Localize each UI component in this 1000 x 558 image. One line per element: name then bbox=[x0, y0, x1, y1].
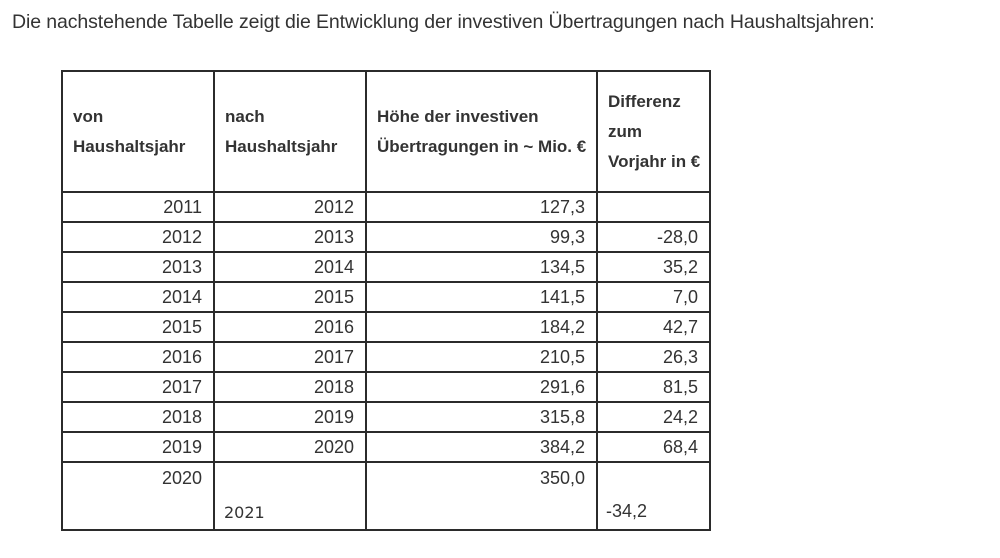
cell-to-year: 2016 bbox=[213, 311, 367, 343]
cell-amount: 210,5 bbox=[365, 341, 598, 373]
table-row: 2015 2016 184,2 42,7 bbox=[61, 311, 711, 343]
cell-difference bbox=[596, 191, 711, 223]
cell-from-year: 2019 bbox=[61, 431, 215, 463]
cell-amount: 384,2 bbox=[365, 431, 598, 463]
cell-from-year: 2015 bbox=[61, 311, 215, 343]
cell-to-year: 2013 bbox=[213, 221, 367, 253]
cell-from-year: 2020 bbox=[61, 461, 215, 531]
cell-to-year: 2021 bbox=[213, 461, 367, 531]
cell-amount: 315,8 bbox=[365, 401, 598, 433]
table-row: 2013 2014 134,5 35,2 bbox=[61, 251, 711, 283]
intro-text: Die nachstehende Tabelle zeigt die Entwi… bbox=[12, 11, 875, 33]
cell-amount: 350,0 bbox=[365, 461, 598, 531]
table-row: 2011 2012 127,3 bbox=[61, 191, 711, 223]
cell-from-year: 2013 bbox=[61, 251, 215, 283]
cell-amount: 184,2 bbox=[365, 311, 598, 343]
cell-difference: -34,2 bbox=[596, 461, 711, 531]
cell-amount: 141,5 bbox=[365, 281, 598, 313]
cell-difference: -28,0 bbox=[596, 221, 711, 253]
cell-amount: 99,3 bbox=[365, 221, 598, 253]
cell-to-year: 2019 bbox=[213, 401, 367, 433]
table-row: 2020 2021 350,0 -34,2 bbox=[61, 461, 711, 531]
table-row: 2018 2019 315,8 24,2 bbox=[61, 401, 711, 433]
header-amount: Höhe der investiven Übertragungen in ~ M… bbox=[365, 70, 598, 193]
cell-difference: 35,2 bbox=[596, 251, 711, 283]
table-header-row: von Haushaltsjahr nach Haushaltsjahr Höh… bbox=[61, 70, 711, 193]
cell-to-year: 2020 bbox=[213, 431, 367, 463]
cell-to-year: 2012 bbox=[213, 191, 367, 223]
cell-difference: 24,2 bbox=[596, 401, 711, 433]
table-row: 2019 2020 384,2 68,4 bbox=[61, 431, 711, 463]
cell-amount: 291,6 bbox=[365, 371, 598, 403]
cell-from-year: 2018 bbox=[61, 401, 215, 433]
table-row: 2016 2017 210,5 26,3 bbox=[61, 341, 711, 373]
cell-to-year: 2017 bbox=[213, 341, 367, 373]
header-to-year: nach Haushaltsjahr bbox=[213, 70, 367, 193]
cell-from-year: 2014 bbox=[61, 281, 215, 313]
header-from-year: von Haushaltsjahr bbox=[61, 70, 215, 193]
cell-to-year: 2018 bbox=[213, 371, 367, 403]
cell-amount: 127,3 bbox=[365, 191, 598, 223]
table-row: 2017 2018 291,6 81,5 bbox=[61, 371, 711, 403]
cell-difference: 7,0 bbox=[596, 281, 711, 313]
cell-difference: 42,7 bbox=[596, 311, 711, 343]
table-row: 2012 2013 99,3 -28,0 bbox=[61, 221, 711, 253]
cell-difference: 81,5 bbox=[596, 371, 711, 403]
cell-to-year: 2014 bbox=[213, 251, 367, 283]
transfers-table: von Haushaltsjahr nach Haushaltsjahr Höh… bbox=[61, 70, 711, 531]
cell-from-year: 2011 bbox=[61, 191, 215, 223]
cell-difference: 68,4 bbox=[596, 431, 711, 463]
cell-amount: 134,5 bbox=[365, 251, 598, 283]
cell-from-year: 2017 bbox=[61, 371, 215, 403]
cell-difference: 26,3 bbox=[596, 341, 711, 373]
header-difference: Differenz zum Vorjahr in € bbox=[596, 70, 711, 193]
cell-from-year: 2012 bbox=[61, 221, 215, 253]
cell-to-year: 2015 bbox=[213, 281, 367, 313]
cell-from-year: 2016 bbox=[61, 341, 215, 373]
table-row: 2014 2015 141,5 7,0 bbox=[61, 281, 711, 313]
